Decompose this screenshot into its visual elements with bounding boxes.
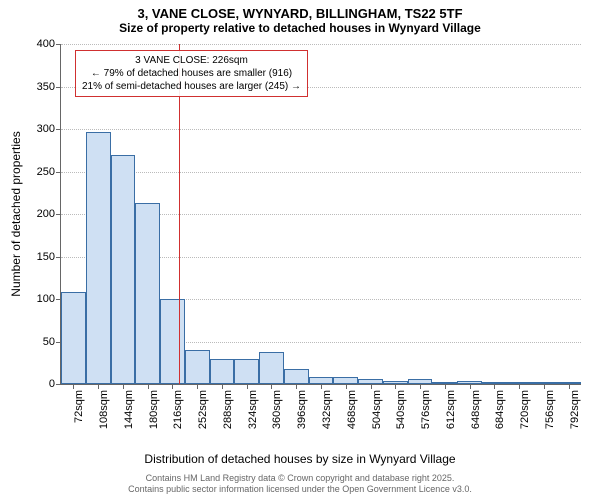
x-tick — [172, 384, 173, 389]
x-tick-label: 540sqm — [395, 390, 407, 429]
y-tick-label: 250 — [37, 166, 61, 178]
x-tick — [271, 384, 272, 389]
x-tick — [197, 384, 198, 389]
histogram-bar — [185, 350, 210, 384]
x-tick — [123, 384, 124, 389]
grid-line — [61, 44, 581, 45]
x-tick-label: 468sqm — [346, 390, 358, 429]
y-axis-title: Number of detached properties — [9, 131, 23, 296]
y-tick-label: 0 — [49, 378, 61, 390]
histogram-chart: 3, VANE CLOSE, WYNYARD, BILLINGHAM, TS22… — [0, 0, 600, 500]
x-tick-label: 360sqm — [271, 390, 283, 429]
y-tick-label: 150 — [37, 251, 61, 263]
histogram-bar — [333, 377, 358, 384]
histogram-bar — [160, 299, 185, 384]
x-tick — [346, 384, 347, 389]
x-tick-label: 684sqm — [494, 390, 506, 429]
grid-line — [61, 172, 581, 173]
x-tick — [222, 384, 223, 389]
x-tick — [519, 384, 520, 389]
footer: Contains HM Land Registry data © Crown c… — [0, 473, 600, 496]
y-tick-label: 350 — [37, 81, 61, 93]
x-tick — [470, 384, 471, 389]
footer-line1: Contains HM Land Registry data © Crown c… — [0, 473, 600, 485]
x-tick — [371, 384, 372, 389]
x-tick — [247, 384, 248, 389]
x-tick — [420, 384, 421, 389]
x-tick — [73, 384, 74, 389]
x-tick — [445, 384, 446, 389]
y-tick-label: 50 — [43, 336, 61, 348]
x-tick-label: 576sqm — [420, 390, 432, 429]
x-tick-label: 648sqm — [470, 390, 482, 429]
x-tick-label: 720sqm — [519, 390, 531, 429]
x-tick — [395, 384, 396, 389]
x-tick — [98, 384, 99, 389]
x-tick — [569, 384, 570, 389]
x-tick-label: 108sqm — [98, 390, 110, 429]
y-tick-label: 100 — [37, 293, 61, 305]
x-axis-title: Distribution of detached houses by size … — [0, 452, 600, 466]
title-line1: 3, VANE CLOSE, WYNYARD, BILLINGHAM, TS22… — [0, 6, 600, 21]
histogram-bar — [284, 369, 309, 384]
x-tick — [296, 384, 297, 389]
x-tick-label: 72sqm — [73, 390, 85, 423]
x-tick-label: 792sqm — [569, 390, 581, 429]
y-tick-label: 300 — [37, 123, 61, 135]
x-tick — [544, 384, 545, 389]
x-tick-label: 180sqm — [148, 390, 160, 429]
annotation-line1: 3 VANE CLOSE: 226sqm — [82, 54, 301, 67]
annotation-line3: 21% of semi-detached houses are larger (… — [82, 80, 301, 93]
x-tick — [321, 384, 322, 389]
annotation-box: 3 VANE CLOSE: 226sqm ← 79% of detached h… — [75, 50, 308, 97]
x-tick — [494, 384, 495, 389]
x-tick-label: 396sqm — [296, 390, 308, 429]
grid-line — [61, 129, 581, 130]
x-tick-label: 252sqm — [197, 390, 209, 429]
footer-line2: Contains public sector information licen… — [0, 484, 600, 496]
histogram-bar — [61, 292, 86, 384]
histogram-bar — [135, 203, 160, 384]
x-tick-label: 756sqm — [544, 390, 556, 429]
histogram-bar — [234, 359, 259, 385]
y-tick-label: 200 — [37, 208, 61, 220]
annotation-line2: ← 79% of detached houses are smaller (91… — [82, 67, 301, 80]
histogram-bar — [210, 359, 235, 385]
chart-title: 3, VANE CLOSE, WYNYARD, BILLINGHAM, TS22… — [0, 6, 600, 35]
histogram-bar — [111, 155, 136, 385]
x-tick-label: 612sqm — [445, 390, 457, 429]
x-tick-label: 216sqm — [172, 390, 184, 429]
histogram-bar — [259, 352, 284, 384]
x-tick — [148, 384, 149, 389]
histogram-bar — [309, 377, 334, 384]
x-tick-label: 504sqm — [371, 390, 383, 429]
x-tick-label: 324sqm — [247, 390, 259, 429]
x-tick-label: 144sqm — [123, 390, 135, 429]
x-tick-label: 288sqm — [222, 390, 234, 429]
histogram-bar — [86, 132, 111, 384]
title-line2: Size of property relative to detached ho… — [0, 21, 600, 35]
y-tick-label: 400 — [37, 38, 61, 50]
x-tick-label: 432sqm — [321, 390, 333, 429]
